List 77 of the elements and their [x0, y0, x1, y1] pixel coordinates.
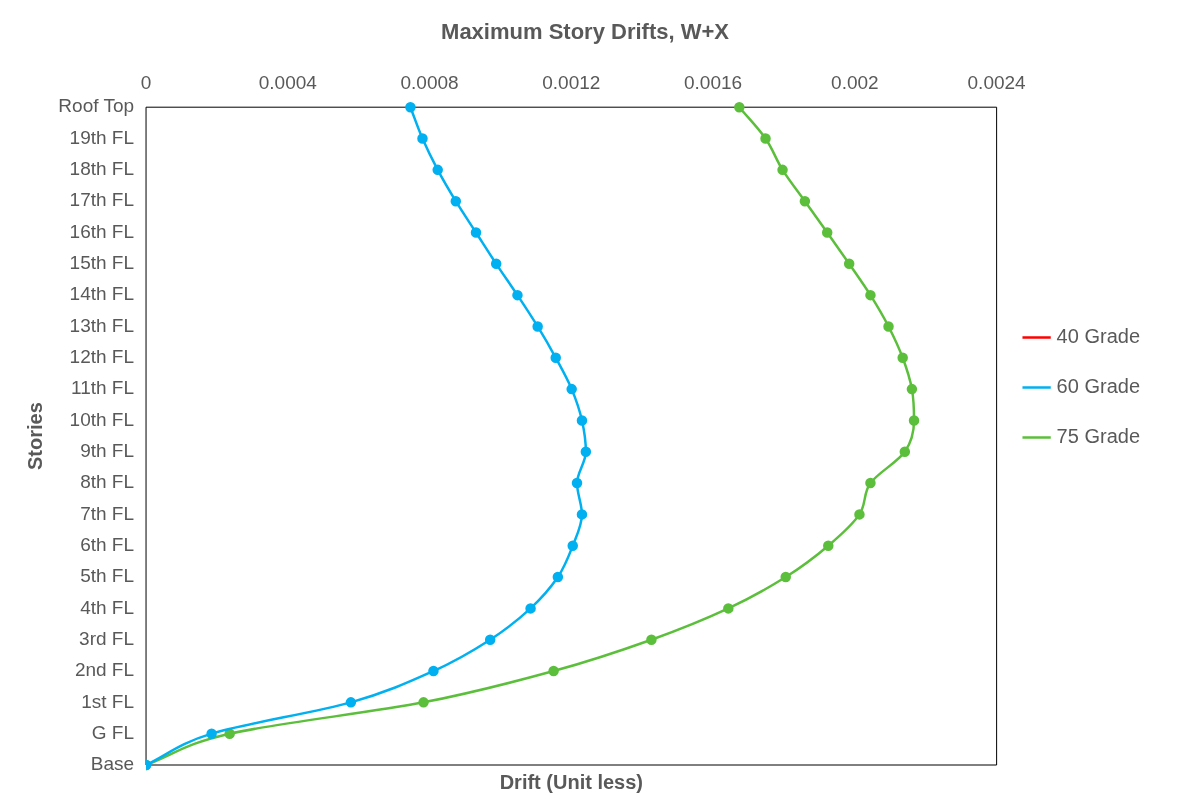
x-tick-label: 0.0016	[684, 72, 743, 94]
y-tick-label: 4th FL	[80, 596, 135, 618]
y-tick-label: G FL	[91, 721, 135, 743]
point	[490, 258, 502, 270]
x-axis-title: Drift (Unit less)	[499, 770, 643, 793]
point	[532, 321, 543, 332]
point	[906, 383, 918, 395]
point	[550, 352, 561, 364]
point	[566, 383, 577, 395]
point	[883, 321, 894, 332]
x-tick-label: 0	[140, 72, 152, 94]
y-tick-label: 11th FL	[71, 377, 135, 399]
point	[576, 509, 588, 520]
point	[417, 133, 428, 144]
y-tick-label: 2nd FL	[74, 659, 135, 681]
y-tick-label: 18th FL	[69, 158, 135, 180]
y-tick-label: 15th FL	[69, 252, 135, 274]
point	[908, 415, 920, 426]
point	[470, 227, 482, 238]
x-tick-label: 0.002	[831, 72, 879, 94]
point	[821, 227, 833, 238]
point	[723, 603, 734, 614]
chart-title: Maximum Story Drifts, W+X	[441, 19, 730, 45]
y-tick-label: 1st FL	[81, 690, 135, 712]
x-tick-label: 0.0012	[542, 72, 601, 94]
y-tick-label: Base	[90, 753, 135, 775]
legend-label: 75 Grade	[1056, 425, 1140, 448]
point	[571, 477, 583, 489]
point	[525, 603, 536, 614]
legend-label: 60 Grade	[1056, 375, 1140, 398]
point	[646, 634, 657, 645]
x-tick-label: 0.0008	[400, 72, 459, 94]
point	[780, 571, 791, 583]
point	[418, 697, 429, 708]
point	[897, 352, 908, 364]
legend-label: 40 Grade	[1056, 325, 1140, 348]
y-tick-label: 19th FL	[69, 126, 135, 148]
point	[799, 195, 811, 207]
y-tick-label: Roof Top	[58, 95, 135, 117]
y-tick-label: 5th FL	[80, 565, 135, 587]
point	[224, 728, 235, 739]
y-axis-title: Stories	[23, 402, 46, 471]
y-tick-label: 13th FL	[69, 314, 135, 336]
point	[345, 697, 357, 708]
point	[580, 446, 592, 458]
point	[865, 289, 876, 301]
y-tick-label: 16th FL	[69, 220, 135, 242]
y-tick-label: 3rd FL	[79, 627, 135, 649]
point	[760, 133, 771, 144]
point	[823, 540, 834, 551]
y-tick-label: 9th FL	[80, 440, 135, 461]
point	[512, 289, 523, 301]
point	[899, 446, 911, 458]
point	[405, 101, 416, 113]
y-tick-label: 17th FL	[69, 189, 135, 211]
point	[843, 258, 855, 270]
point	[865, 477, 876, 489]
y-tick-label: 6th FL	[80, 533, 135, 555]
point	[552, 571, 564, 583]
x-tick-label: 0.0024	[967, 72, 1027, 94]
point	[450, 195, 462, 207]
point	[576, 415, 588, 426]
y-tick-label: 7th FL	[80, 502, 135, 524]
point	[548, 665, 559, 677]
point	[432, 164, 443, 176]
point	[567, 540, 578, 551]
y-tick-label: 12th FL	[69, 346, 135, 368]
y-tick-label: 14th FL	[69, 283, 135, 305]
point	[206, 728, 217, 739]
y-tick-label: 8th FL	[80, 471, 135, 493]
point	[854, 509, 865, 520]
point	[777, 164, 788, 176]
point	[428, 665, 439, 677]
y-tick-label: 10th FL	[69, 408, 135, 430]
x-tick-label: 0.0004	[258, 72, 318, 94]
point	[484, 634, 496, 645]
point	[734, 101, 745, 113]
